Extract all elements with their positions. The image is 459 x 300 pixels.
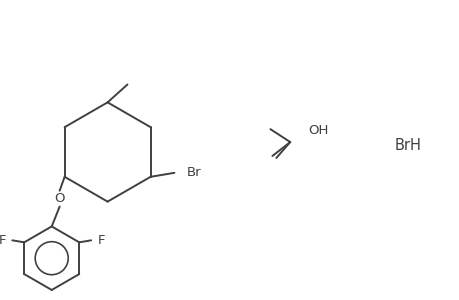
Text: Br: Br (186, 166, 201, 179)
Text: OH: OH (308, 124, 328, 136)
Text: F: F (0, 234, 6, 247)
Text: F: F (97, 234, 105, 247)
Text: O: O (54, 192, 65, 205)
Text: BrH: BrH (394, 137, 421, 152)
